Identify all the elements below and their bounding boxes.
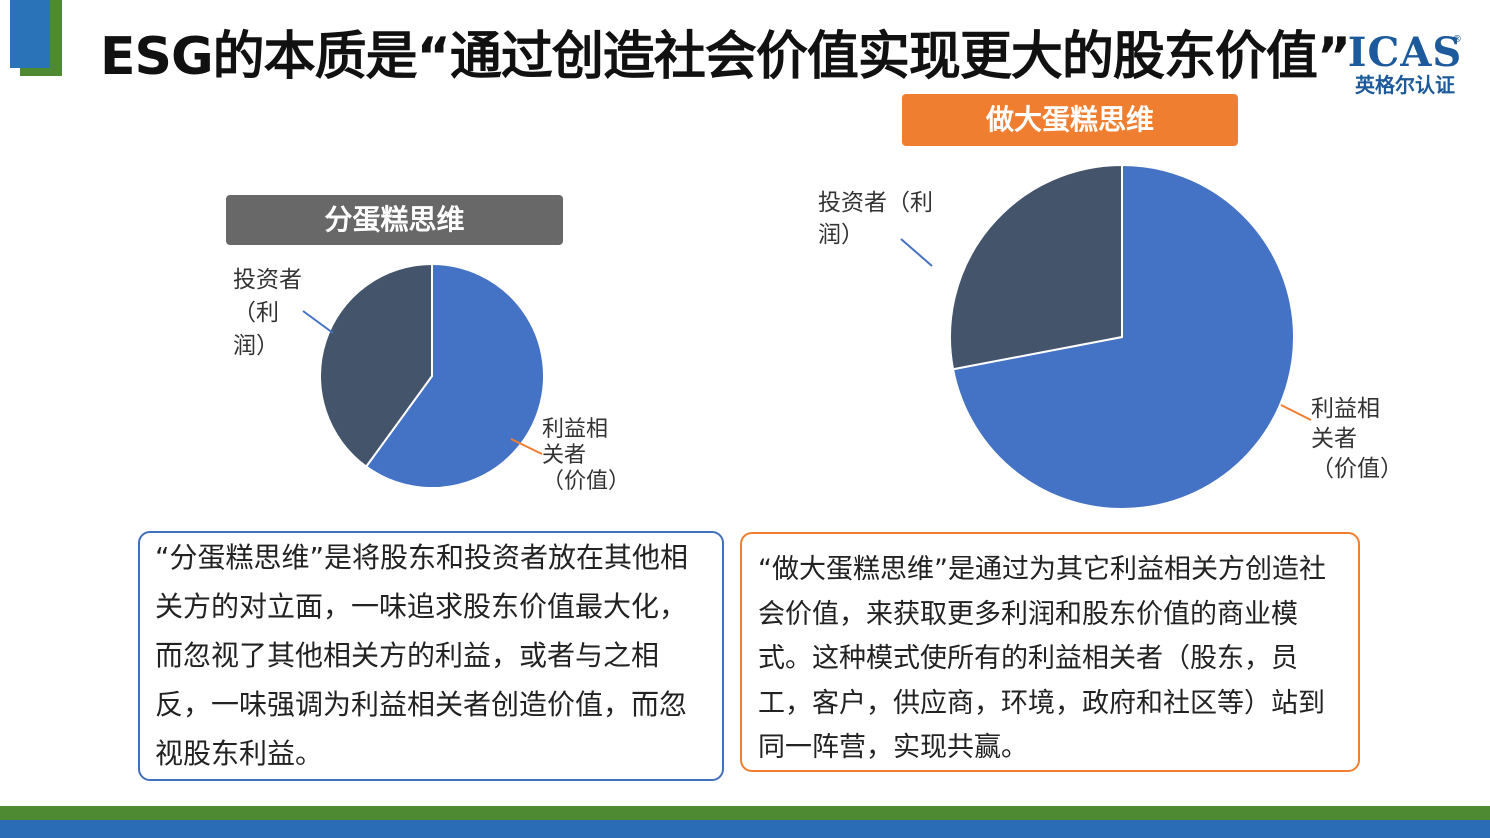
right-label-stakeholder-line3: （价值） xyxy=(1311,456,1403,482)
left-label-stakeholder-line1: 利益相 xyxy=(542,417,609,442)
right-label-investor-line2: 润） xyxy=(818,222,864,248)
logo-subtitle: 英格尔认证 xyxy=(1355,73,1455,97)
corner-accent-green-bottom xyxy=(20,68,62,76)
logo-registered-mark: ® xyxy=(1452,34,1462,45)
pie-slice-stakeholder xyxy=(364,262,545,489)
left-label-stakeholder-line3: （价值） xyxy=(542,469,631,494)
pie-slice-investor xyxy=(949,163,1123,371)
left-label-investor-line3: 润） xyxy=(233,333,279,359)
corner-accent-green xyxy=(50,0,62,76)
slide-title: ESG的本质是“通过创造社会价值实现更大的股东价值” xyxy=(100,27,1351,87)
corner-accent-blue xyxy=(10,0,52,68)
logo-text: ICAS xyxy=(1347,29,1463,76)
footer-band-blue xyxy=(0,820,1490,838)
description-split-cake: “分蛋糕思维”是将股东和投资者放在其他相关方的对立面，一味追求股东价值最大化，而… xyxy=(138,531,724,781)
left-label-stakeholder-line2: 关者 xyxy=(542,443,587,468)
icas-logo: ICAS ® 英格尔认证 xyxy=(1340,29,1470,97)
right-label-investor-line1: 投资者（利 xyxy=(818,190,933,216)
pie-slice-investor xyxy=(319,262,433,469)
tag-grow-cake: 做大蛋糕思维 xyxy=(902,94,1238,146)
pie-chart-grow-cake xyxy=(949,163,1295,510)
footer-band-green xyxy=(0,806,1490,820)
left-label-investor-line2: （利 xyxy=(233,300,279,326)
right-leader-line-investor xyxy=(900,238,933,267)
tag-split-cake: 分蛋糕思维 xyxy=(226,195,563,245)
description-grow-cake: “做大蛋糕思维”是通过为其它利益相关方创造社会价值，来获取更多利润和股东价值的商… xyxy=(740,532,1360,772)
right-leader-line-stakeholder xyxy=(1280,404,1312,421)
right-label-stakeholder-line1: 利益相 xyxy=(1311,396,1380,422)
left-leader-line-stakeholder xyxy=(510,438,543,455)
left-leader-line-investor xyxy=(302,310,334,334)
left-label-investor-line1: 投资者 xyxy=(233,267,302,293)
pie-slice-stakeholder xyxy=(951,163,1295,510)
right-label-stakeholder-line2: 关者 xyxy=(1311,426,1357,452)
pie-chart-split-cake xyxy=(319,262,545,489)
